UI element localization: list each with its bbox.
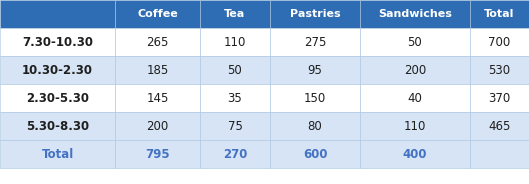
- Bar: [470, 140, 529, 168]
- Text: 530: 530: [488, 63, 510, 77]
- Text: 50: 50: [408, 36, 422, 49]
- Text: Pastries: Pastries: [290, 9, 340, 19]
- Bar: [0, 0, 115, 28]
- Text: 200: 200: [404, 63, 426, 77]
- Bar: [470, 84, 529, 112]
- Text: Coffee: Coffee: [137, 9, 178, 19]
- Bar: [360, 140, 470, 168]
- Text: 370: 370: [488, 91, 510, 105]
- Bar: [0, 140, 115, 168]
- Bar: [0, 56, 115, 84]
- Bar: [270, 84, 360, 112]
- Text: 200: 200: [147, 119, 169, 132]
- Text: 150: 150: [304, 91, 326, 105]
- Text: 270: 270: [223, 148, 247, 160]
- Text: 35: 35: [227, 91, 242, 105]
- Text: 275: 275: [304, 36, 326, 49]
- Text: 50: 50: [227, 63, 242, 77]
- Text: 80: 80: [308, 119, 322, 132]
- Text: Total: Total: [41, 148, 74, 160]
- Bar: [200, 84, 270, 112]
- Bar: [115, 0, 200, 28]
- Text: Sandwiches: Sandwiches: [378, 9, 452, 19]
- Bar: [360, 56, 470, 84]
- Text: 40: 40: [407, 91, 423, 105]
- Bar: [200, 28, 270, 56]
- Text: 465: 465: [488, 119, 510, 132]
- Bar: [470, 28, 529, 56]
- Bar: [200, 112, 270, 140]
- Bar: [270, 56, 360, 84]
- Text: 5.30-8.30: 5.30-8.30: [26, 119, 89, 132]
- Bar: [115, 140, 200, 168]
- Text: Tea: Tea: [224, 9, 245, 19]
- Bar: [360, 112, 470, 140]
- Bar: [0, 112, 115, 140]
- Text: 7.30-10.30: 7.30-10.30: [22, 36, 93, 49]
- Text: 75: 75: [227, 119, 242, 132]
- Bar: [200, 0, 270, 28]
- Text: 185: 185: [147, 63, 169, 77]
- Text: 145: 145: [147, 91, 169, 105]
- Bar: [115, 112, 200, 140]
- Bar: [470, 56, 529, 84]
- Text: 10.30-2.30: 10.30-2.30: [22, 63, 93, 77]
- Bar: [200, 140, 270, 168]
- Bar: [270, 0, 360, 28]
- Text: 400: 400: [403, 148, 427, 160]
- Bar: [360, 28, 470, 56]
- Bar: [0, 84, 115, 112]
- Bar: [470, 112, 529, 140]
- Bar: [360, 84, 470, 112]
- Bar: [115, 56, 200, 84]
- Text: 600: 600: [303, 148, 327, 160]
- Text: 795: 795: [145, 148, 170, 160]
- Bar: [360, 0, 470, 28]
- Bar: [115, 28, 200, 56]
- Bar: [200, 56, 270, 84]
- Text: 700: 700: [488, 36, 510, 49]
- Bar: [0, 28, 115, 56]
- Bar: [270, 140, 360, 168]
- Text: 110: 110: [404, 119, 426, 132]
- Text: 265: 265: [147, 36, 169, 49]
- Text: Total: Total: [485, 9, 515, 19]
- Bar: [470, 0, 529, 28]
- Text: 2.30-5.30: 2.30-5.30: [26, 91, 89, 105]
- Text: 95: 95: [307, 63, 323, 77]
- Bar: [270, 28, 360, 56]
- Text: 110: 110: [224, 36, 246, 49]
- Bar: [115, 84, 200, 112]
- Bar: [270, 112, 360, 140]
